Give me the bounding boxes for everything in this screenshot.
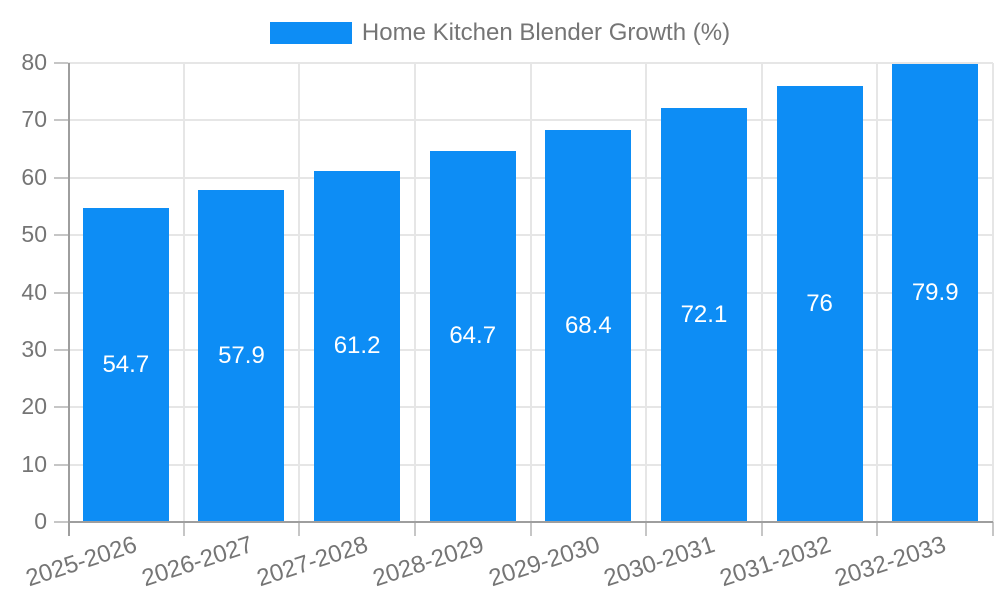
bar-value-label-2032-2033: 79.9	[911, 278, 959, 306]
bar-value-label-2029-2030: 68.4	[564, 311, 612, 339]
y-axis-label-70: 70	[21, 106, 47, 133]
x-axis-label-2025-2026: 2025-2026	[22, 531, 141, 593]
y-axis-tick-0	[54, 521, 68, 523]
x-axis-label-2027-2028: 2027-2028	[253, 531, 372, 593]
gridline-v-1	[182, 63, 185, 522]
bar-value-label-2030-2031: 72.1	[680, 301, 728, 329]
y-axis-label-30: 30	[21, 335, 47, 362]
plot-area: 0 10 20 30 40 50 60 70 80 54.7 2025-2026 57.9 2026-2…	[21, 49, 994, 592]
x-axis-label-2026-2027: 2026-2027	[138, 531, 256, 593]
bar-value-label-2028-2029: 64.7	[449, 322, 497, 350]
x-axis-line	[68, 521, 993, 523]
bar-value-label-2026-2027: 57.9	[218, 341, 265, 369]
y-axis-tick-50	[54, 234, 68, 237]
bar-2027-2028[interactable]: 61.2	[314, 170, 401, 522]
x-axis-label-2032-2033: 2032-2033	[832, 531, 950, 593]
gridline-v-7	[876, 63, 879, 522]
y-axis-label-0: 0	[34, 507, 47, 534]
y-axis-label-60: 60	[21, 163, 47, 190]
x-axis-label-2029-2030: 2029-2030	[485, 531, 603, 593]
legend-swatch	[269, 22, 352, 44]
gridline-v-8	[992, 63, 994, 522]
legend-label: Home Kitchen Blender Growth (%)	[361, 19, 731, 46]
x-axis-tick-2	[298, 522, 301, 536]
legend[interactable]: Home Kitchen Blender Growth (%)	[0, 19, 1000, 46]
y-axis-tick-80	[54, 62, 68, 64]
y-axis-tick-70	[54, 119, 68, 122]
bar-2031-2032[interactable]: 76	[776, 85, 863, 522]
x-axis-tick-8	[992, 522, 994, 536]
y-axis-tick-40	[54, 291, 68, 294]
bar-2025-2026[interactable]: 54.7	[82, 208, 169, 522]
y-axis-label-40: 40	[21, 278, 47, 305]
bar-value-label-2031-2032: 76	[806, 289, 833, 317]
y-axis-tick-30	[54, 348, 68, 351]
y-axis-line	[68, 63, 70, 536]
x-axis-tick-6	[760, 522, 763, 536]
y-axis-label-50: 50	[21, 221, 47, 248]
bar-value-label-2027-2028: 61.2	[333, 332, 381, 360]
gridline-v-3	[413, 63, 416, 522]
x-axis-tick-5	[645, 522, 648, 536]
y-axis-label-20: 20	[21, 393, 47, 420]
y-axis-label-10: 10	[21, 450, 47, 477]
x-axis-label-2031-2032: 2031-2032	[716, 531, 834, 593]
y-axis-tick-10	[54, 463, 68, 466]
y-axis-tick-60	[54, 176, 68, 179]
gridline-v-5	[645, 63, 648, 522]
bar-2028-2029[interactable]: 64.7	[429, 150, 516, 522]
bar-2032-2033[interactable]: 79.9	[892, 63, 979, 522]
y-axis-label-80: 80	[21, 48, 47, 75]
bar-2030-2031[interactable]: 72.1	[660, 108, 747, 522]
x-axis-label-2030-2031: 2030-2031	[600, 531, 719, 593]
bar-2026-2027[interactable]: 57.9	[198, 189, 285, 522]
gridline-v-6	[760, 63, 763, 522]
gridline-v-4	[529, 63, 532, 522]
x-axis-label-2028-2029: 2028-2029	[369, 531, 488, 593]
bar-value-label-2025-2026: 54.7	[102, 351, 150, 379]
y-axis-tick-20	[54, 406, 68, 409]
bar-2029-2030[interactable]: 68.4	[545, 129, 632, 522]
x-axis-tick-4	[529, 522, 532, 536]
x-axis-tick-3	[413, 522, 416, 536]
gridline-v-2	[298, 63, 301, 522]
x-axis-tick-7	[876, 522, 879, 536]
x-axis-tick-1	[182, 522, 185, 536]
